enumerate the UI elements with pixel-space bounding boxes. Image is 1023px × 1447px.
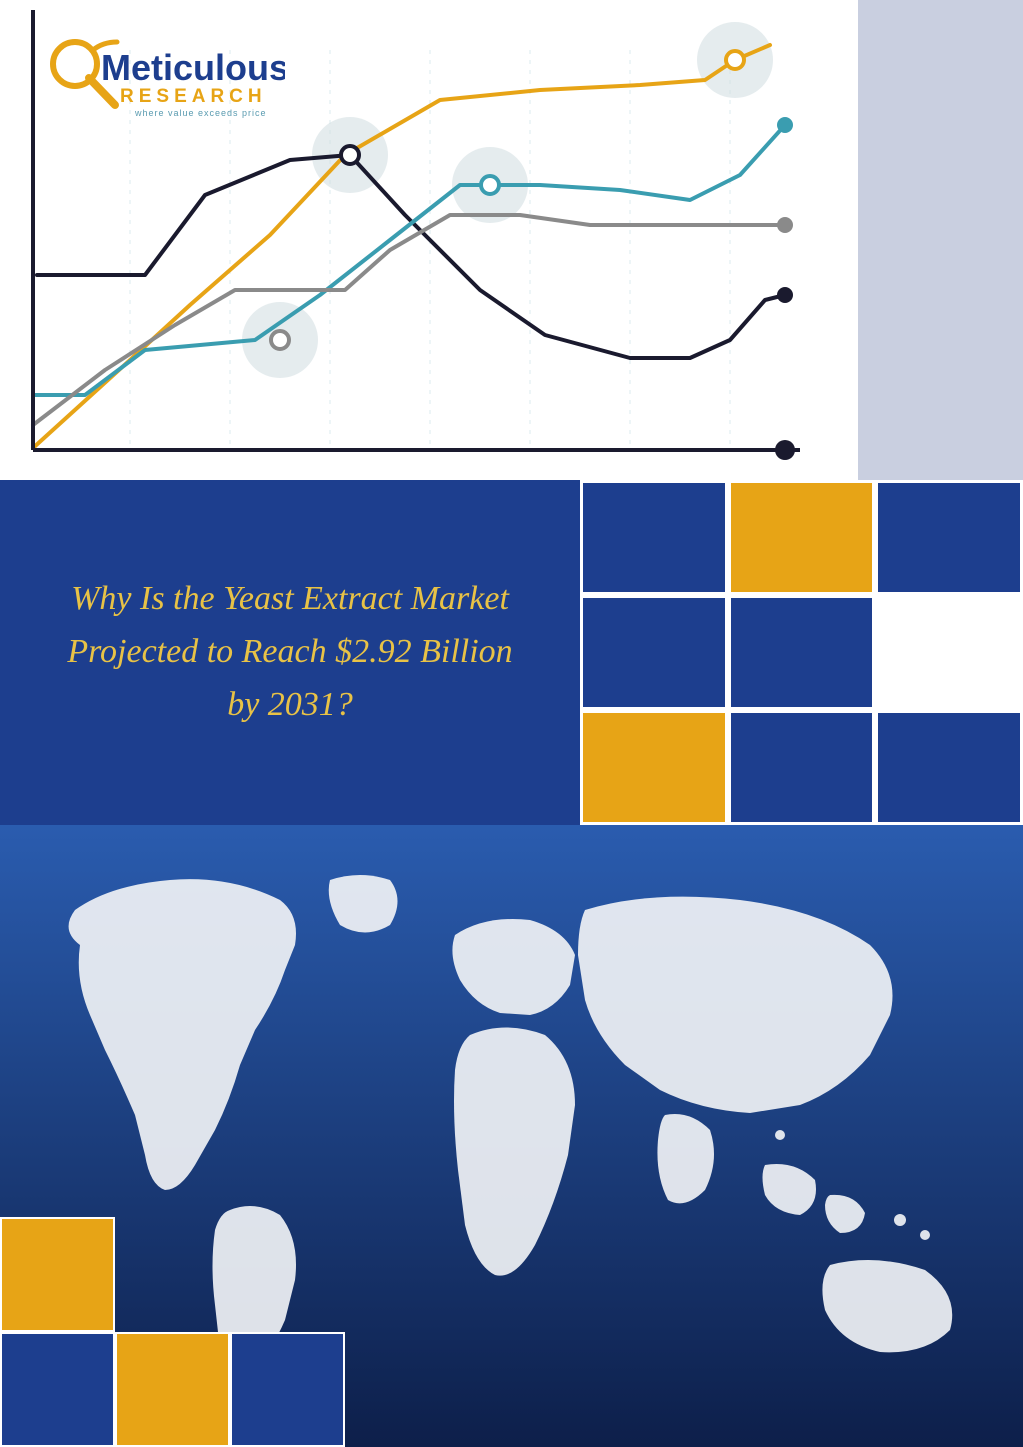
headline-section: Why Is the Yeast Extract Market Projecte… (0, 480, 1023, 825)
decorative-square-top (0, 1217, 115, 1332)
world-map (20, 855, 1003, 1385)
logo-primary-text: Meticulous (101, 47, 285, 88)
grid-cell (728, 710, 876, 825)
bottom-squares-row (0, 1332, 345, 1447)
grid-cell (728, 480, 876, 595)
bottom-squares-top-row (0, 1217, 115, 1332)
headline-panel: Why Is the Yeast Extract Market Projecte… (0, 480, 580, 825)
logo-secondary-text: RESEARCH (120, 86, 267, 107)
grid-cell (875, 595, 1023, 710)
grid-cell (728, 595, 876, 710)
top-right-decorative-panel (858, 0, 1023, 480)
meticulous-logo-icon: Meticulous RESEARCH where value exceeds … (45, 20, 285, 130)
report-cover-page: Meticulous RESEARCH where value exceeds … (0, 0, 1023, 1447)
logo-tagline-text: where value exceeds price (134, 108, 267, 118)
decorative-square (0, 1332, 115, 1447)
map-continents (69, 875, 953, 1371)
grid-cell (580, 595, 728, 710)
grid-cell (580, 480, 728, 595)
grid-cell (875, 480, 1023, 595)
headline-text: Why Is the Yeast Extract Market Projecte… (50, 573, 530, 731)
chart-markers (775, 117, 795, 460)
world-map-section (0, 825, 1023, 1447)
decorative-square (230, 1332, 345, 1447)
grid-cell (580, 710, 728, 825)
decorative-square (115, 1332, 230, 1447)
grid-cell (875, 710, 1023, 825)
company-logo: Meticulous RESEARCH where value exceeds … (45, 20, 285, 135)
chart-section: Meticulous RESEARCH where value exceeds … (0, 0, 1023, 480)
decorative-grid (580, 480, 1023, 825)
